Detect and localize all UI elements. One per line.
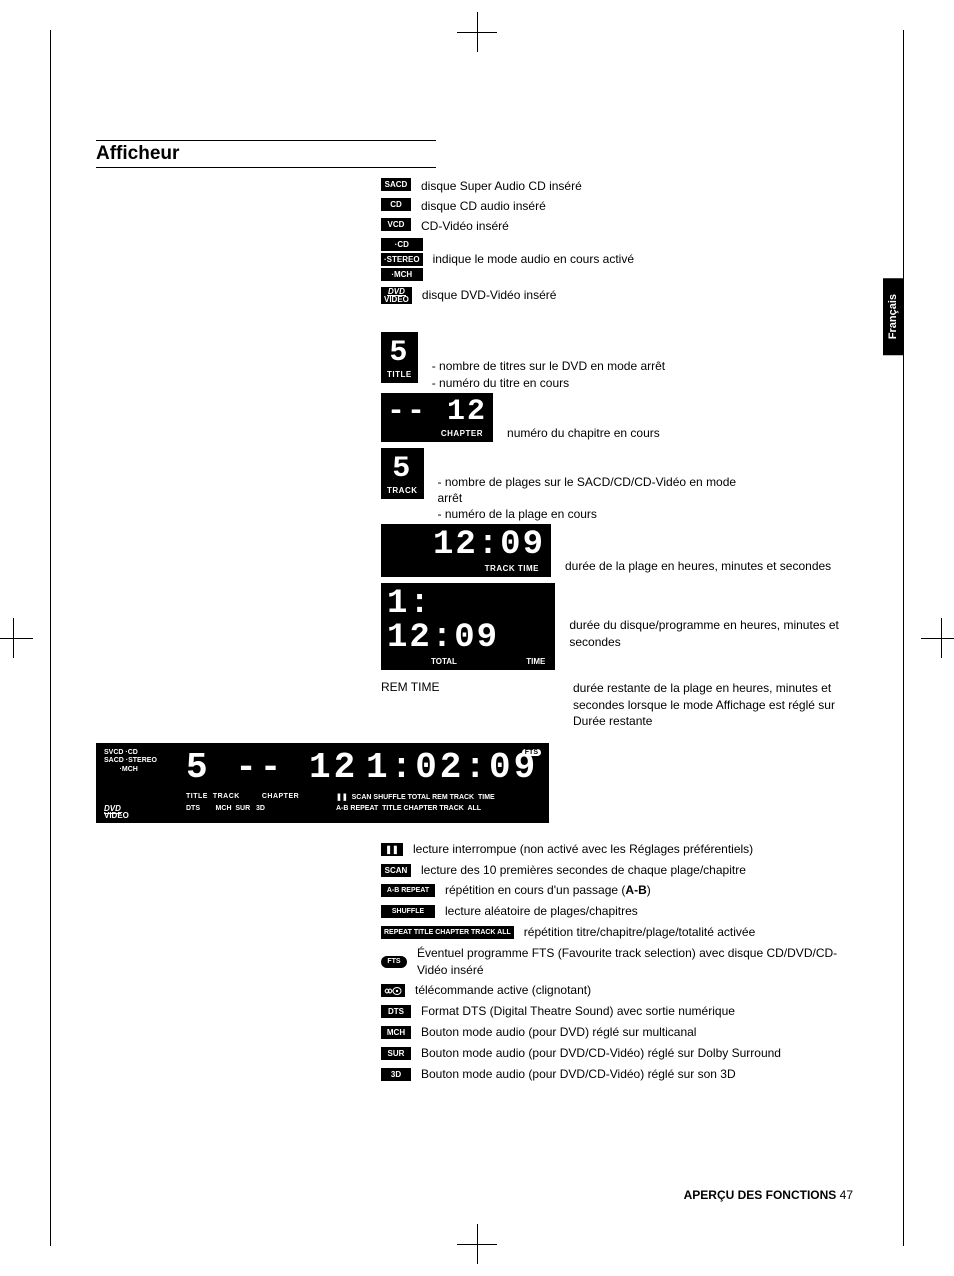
- track-time-segment: 12:09 TRACK TIME: [381, 524, 551, 577]
- panel-labels-row2-right: A-B REPEAT TITLE CHAPTER TRACK ALL: [336, 805, 481, 812]
- legend-badge: SCAN: [381, 864, 411, 877]
- legend-text: répétition en cours d'un passage (A-B): [445, 882, 863, 899]
- legend-badge: REPEAT TITLE CHAPTER TRACK ALL: [381, 926, 514, 939]
- crop-mark-icon: [921, 618, 954, 658]
- legend-text: Éventuel programme FTS (Favourite track …: [417, 945, 863, 979]
- legend-row: REPEAT TITLE CHAPTER TRACK ALL répétition…: [381, 924, 863, 941]
- chapter-desc: numéro du chapitre en cours: [507, 425, 660, 441]
- language-tab: Français: [883, 278, 903, 355]
- title-desc: - nombre de titres sur le DVD en mode ar…: [432, 358, 665, 390]
- legend-row: SHUFFLE lecture aléatoire de plages/chapi…: [381, 903, 863, 920]
- legend-text: Bouton mode audio (pour DVD/CD-Vidéo) ré…: [421, 1066, 863, 1083]
- panel-labels-row1-left: TITLE TRACK CHAPTER: [186, 793, 299, 800]
- track-segment: 5 TRACK: [381, 448, 424, 499]
- rem-time-desc: durée restante de la plage en heures, mi…: [573, 680, 863, 729]
- indicator-text: disque CD audio inséré: [421, 198, 863, 215]
- chapter-segment: -- 12 CHAPTER: [381, 393, 493, 442]
- legend-text: lecture des 10 premières secondes de cha…: [421, 862, 863, 879]
- legend-text: lecture interrompue (non activé avec les…: [413, 841, 863, 858]
- track-block: 5 TRACK - nombre de plages sur le SACD/C…: [381, 448, 863, 523]
- legend-text: Format DTS (Digital Theatre Sound) avec …: [421, 1003, 863, 1020]
- legend-text: lecture aléatoire de plages/chapitres: [445, 903, 863, 920]
- top-indicators: SACD disque Super Audio CD inséré CD disque…: [381, 178, 863, 234]
- legend-badge: A-B REPEAT: [381, 884, 435, 897]
- audio-mode-text: indique le mode audio en cours activé: [433, 251, 863, 268]
- indicator-text: CD-Vidéo inséré: [421, 218, 863, 235]
- indicator-badge: VCD: [381, 218, 411, 231]
- page-footer: APERÇU DES FONCTIONS 47: [684, 1188, 853, 1202]
- indicator-badge: SACD: [381, 178, 411, 191]
- legend-badge: SUR: [381, 1047, 411, 1060]
- legend-row: MCH Bouton mode audio (pour DVD) réglé su…: [381, 1024, 863, 1041]
- legend-badge: ❚❚: [381, 843, 403, 856]
- legend-text: Bouton mode audio (pour DVD/CD-Vidéo) ré…: [421, 1045, 863, 1062]
- rem-time-label: REM TIME: [381, 680, 569, 694]
- track-time-block: 12:09 TRACK TIME durée de la plage en he…: [381, 524, 863, 581]
- track-desc: - nombre de plages sur le SACD/CD/CD-Vid…: [438, 474, 738, 523]
- indicator-badge: CD: [381, 198, 411, 211]
- legend-badge: SHUFFLE: [381, 905, 435, 918]
- title-segment: 5 TITLE: [381, 332, 418, 383]
- legend-row: A-B REPEAT répétition en cours d'un passa…: [381, 882, 863, 899]
- panel-left-indicators: SVCD ·CD SACD ·STEREO ·MCH: [104, 749, 157, 774]
- total-time-block: 1: 12:09 TOTAL TIME durée du disque/prog…: [381, 583, 863, 729]
- lower-legend: ❚❚ lecture interrompue (non activé avec l…: [381, 841, 863, 1083]
- legend-row: DTS Format DTS (Digital Theatre Sound) av…: [381, 1003, 863, 1020]
- indicator-row: SACD disque Super Audio CD inséré: [381, 178, 863, 195]
- legend-row: FTS Éventuel programme FTS (Favourite tra…: [381, 945, 863, 979]
- panel-dvd-video: DVD VIDEO: [104, 805, 129, 819]
- audio-mode-badge: ·CD: [381, 238, 423, 251]
- legend-text: Bouton mode audio (pour DVD) réglé sur m…: [421, 1024, 863, 1041]
- legend-row: télécommande active (clignotant): [381, 982, 863, 999]
- indicator-row: CD disque CD audio inséré: [381, 198, 863, 215]
- page-content: Afficheur Français SACD disque Super Audi…: [51, 30, 903, 1246]
- total-time-segment: 1: 12:09 TOTAL TIME: [381, 583, 555, 670]
- panel-labels-row2-left: DTS MCH SUR 3D: [186, 805, 265, 812]
- legend-badge: MCH: [381, 1026, 411, 1039]
- dvd-video-row: DVD VIDEO disque DVD-Vidéo inséré: [381, 287, 863, 304]
- legend-row: SCAN lecture des 10 premières secondes de…: [381, 862, 863, 879]
- remote-icon: [381, 984, 405, 997]
- chapter-block: -- 12 CHAPTER numéro du chapitre en cour…: [381, 393, 863, 446]
- legend-text: répétition titre/chapitre/plage/totalité…: [524, 924, 863, 941]
- legend-badge: 3D: [381, 1068, 411, 1081]
- track-time-desc: durée de la plage en heures, minutes et …: [565, 558, 831, 574]
- dvd-video-text: disque DVD-Vidéo inséré: [422, 287, 863, 304]
- panel-fts-badge: FTS: [522, 749, 541, 756]
- indicator-text: disque Super Audio CD inséré: [421, 178, 863, 195]
- panel-labels-row1-right: ❚❚ SCAN SHUFFLE TOTAL REM TRACK TIME: [336, 793, 495, 801]
- legend-row: 3D Bouton mode audio (pour DVD/CD-Vidéo) …: [381, 1066, 863, 1083]
- indicator-row: VCD CD-Vidéo inséré: [381, 218, 863, 235]
- panel-digits-right: 1:02:09: [366, 747, 538, 788]
- title-block: 5 TITLE - nombre de titres sur le DVD en…: [381, 332, 863, 390]
- section-title: Afficheur: [96, 140, 436, 168]
- dvd-video-badge: DVD VIDEO: [381, 287, 412, 304]
- crop-mark-icon: [0, 618, 33, 658]
- total-time-desc: durée du disque/programme en heures, min…: [569, 617, 863, 649]
- legend-text: télécommande active (clignotant): [415, 982, 863, 999]
- legend-badge: DTS: [381, 1005, 411, 1018]
- legend-row: SUR Bouton mode audio (pour DVD/CD-Vidéo)…: [381, 1045, 863, 1062]
- display-panel: SVCD ·CD SACD ·STEREO ·MCH DVD VIDEO 5 -…: [96, 743, 549, 823]
- fts-pill-badge: FTS: [381, 956, 407, 968]
- panel-digits-left: 5 -- 12: [186, 747, 358, 788]
- page-frame: Afficheur Français SACD disque Super Audi…: [50, 30, 904, 1246]
- audio-mode-badge: ·MCH: [381, 268, 423, 281]
- audio-mode-row: ·CD ·STEREO ·MCH indique le mode audio en …: [381, 238, 863, 281]
- audio-mode-badge: ·STEREO: [381, 253, 423, 266]
- legend-row: ❚❚ lecture interrompue (non activé avec l…: [381, 841, 863, 858]
